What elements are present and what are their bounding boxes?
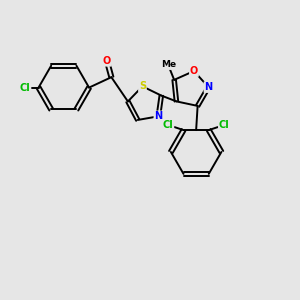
Text: Cl: Cl [163,120,173,130]
Text: O: O [190,66,198,76]
Text: S: S [139,81,146,92]
Text: N: N [204,82,212,92]
Text: Cl: Cl [20,82,31,93]
Text: O: O [103,56,111,66]
Text: Me: Me [161,61,176,70]
Text: Cl: Cl [219,120,230,130]
Text: N: N [154,111,162,121]
